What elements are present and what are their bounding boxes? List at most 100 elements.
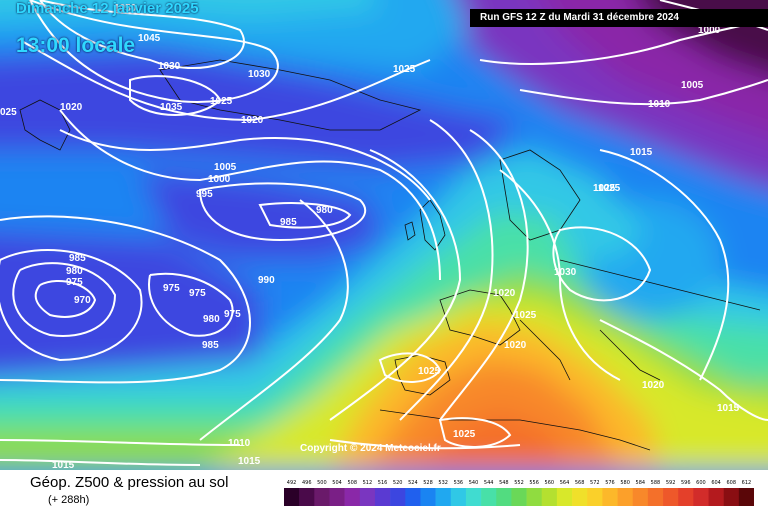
forecast-time: 13:00 locale — [16, 34, 136, 57]
isobar-label: 1015 — [238, 456, 261, 467]
legend-value: 572 — [590, 480, 600, 486]
legend-value: 600 — [696, 480, 706, 486]
isobar-label: 1025 — [210, 96, 233, 107]
isobars — [0, 0, 768, 465]
legend-value: 508 — [347, 480, 357, 486]
isobar-label: 1020 — [504, 340, 527, 351]
isobar-label: 1015 — [52, 460, 75, 470]
legend-value: 492 — [287, 480, 297, 486]
legend-swatch — [284, 488, 300, 506]
legend-swatch — [708, 488, 724, 506]
legend-swatch — [405, 488, 421, 506]
legend-value: 560 — [545, 480, 555, 486]
isobar-label: 1025 — [453, 429, 476, 440]
isobar-label: 975 — [66, 277, 83, 288]
isobar-label: 1015 — [630, 147, 653, 158]
legend-swatch — [647, 488, 664, 506]
legend-value: 608 — [726, 480, 736, 486]
coastlines — [19, 59, 761, 451]
isobar-label: 025 — [0, 107, 17, 118]
isobar-label: 1030 — [554, 267, 577, 278]
legend-swatch — [572, 488, 588, 506]
legend-value: 532 — [438, 480, 448, 486]
legend-swatch — [481, 488, 497, 506]
isobar-label: 980 — [203, 314, 220, 325]
legend-swatch — [511, 488, 527, 506]
legend-swatch — [526, 488, 543, 506]
legend-value: 552 — [514, 480, 524, 486]
legend-value: 592 — [666, 480, 676, 486]
isobar-label: 985 — [69, 253, 86, 264]
isobar-label: 990 — [258, 275, 275, 286]
isobar-label: 1015 — [717, 403, 740, 414]
forecast-date: Dimanche 12 janvier 2025 — [16, 0, 199, 17]
legend-value: 504 — [332, 480, 342, 486]
legend-swatch — [329, 488, 345, 506]
isobar-label: 980 — [316, 205, 333, 216]
model-run-label: Run GFS 12 Z du Mardi 31 décembre 2024 — [470, 9, 768, 27]
legend-swatch — [299, 488, 315, 506]
isobar-labels: 1050 1045 1030 1030 1025 1025 1020 1035 … — [0, 3, 740, 470]
isobar-label: 1045 — [138, 33, 161, 44]
legend-value: 588 — [651, 480, 661, 486]
legend-value: 496 — [302, 480, 312, 486]
legend-value: 612 — [742, 480, 752, 486]
legend-value: 580 — [620, 480, 630, 486]
isobar-label: 980 — [66, 266, 83, 277]
legend-swatch — [420, 488, 436, 506]
lead-time: (+ 288h) — [48, 494, 90, 506]
isobar-label: 975 — [163, 283, 180, 294]
legend-swatch — [587, 488, 603, 506]
legend-labels: 492 496 500 504 508 512 516 520 524 528 532 536 540 5… — [287, 480, 751, 486]
legend-value: 596 — [681, 480, 691, 486]
isobar-label: 1035 — [160, 102, 183, 113]
legend-value: 556 — [529, 480, 539, 486]
isobar-label: 1005 — [681, 80, 704, 91]
isobar-label: 1020 — [241, 115, 264, 126]
isobar-label: 1020 — [642, 380, 665, 391]
isobar-label: 1025 — [593, 183, 616, 194]
legend-swatch — [678, 488, 694, 506]
legend-swatch — [693, 488, 709, 506]
legend-swatches — [284, 488, 754, 506]
isobar-label: 1000 — [698, 25, 721, 36]
legend-value: 564 — [560, 480, 570, 486]
legend-value: 540 — [469, 480, 479, 486]
legend-value: 528 — [423, 480, 433, 486]
isobar-label: 1025 — [598, 183, 621, 194]
legend-value: 516 — [378, 480, 388, 486]
isobar-label: 1020 — [60, 102, 83, 113]
legend-swatch — [390, 488, 406, 506]
isobar-label: 975 — [224, 309, 241, 320]
legend-value: 536 — [454, 480, 464, 486]
legend-value: 604 — [711, 480, 721, 486]
geopotential-map: 1050 1045 1030 1030 1025 1025 1020 1035 … — [0, 0, 768, 470]
isobar-label: 970 — [74, 295, 91, 306]
legend-swatch — [723, 488, 740, 506]
legend-value: 544 — [484, 480, 494, 486]
isobar-label: 1020 — [493, 288, 516, 299]
legend-swatch — [617, 488, 634, 506]
legend-value: 568 — [575, 480, 585, 486]
legend-swatch — [632, 488, 649, 506]
isobar-label: 995 — [196, 189, 213, 200]
legend-value: 512 — [363, 480, 373, 486]
isobar-label: 1005 — [214, 162, 237, 173]
isobar-label: 1000 — [208, 174, 231, 185]
legend-value: 548 — [499, 480, 509, 486]
legend-swatch — [435, 488, 452, 506]
isobar-label: 1010 — [228, 438, 251, 449]
z500-color-field — [0, 0, 768, 470]
isobar-label: 985 — [202, 340, 219, 351]
isobar-label: 1030 — [158, 61, 181, 72]
legend-swatch — [465, 488, 482, 506]
product-title: Géop. Z500 & pression au sol — [30, 474, 229, 491]
isobar-label: 975 — [189, 288, 206, 299]
isobar-label: 1025 — [393, 64, 416, 75]
isobar-label: 1030 — [248, 69, 271, 80]
isobar-label: 985 — [280, 217, 297, 228]
isobar-label: 1010 — [648, 99, 671, 110]
isobar-label: 1025 — [418, 366, 441, 377]
legend-swatch — [359, 488, 376, 506]
